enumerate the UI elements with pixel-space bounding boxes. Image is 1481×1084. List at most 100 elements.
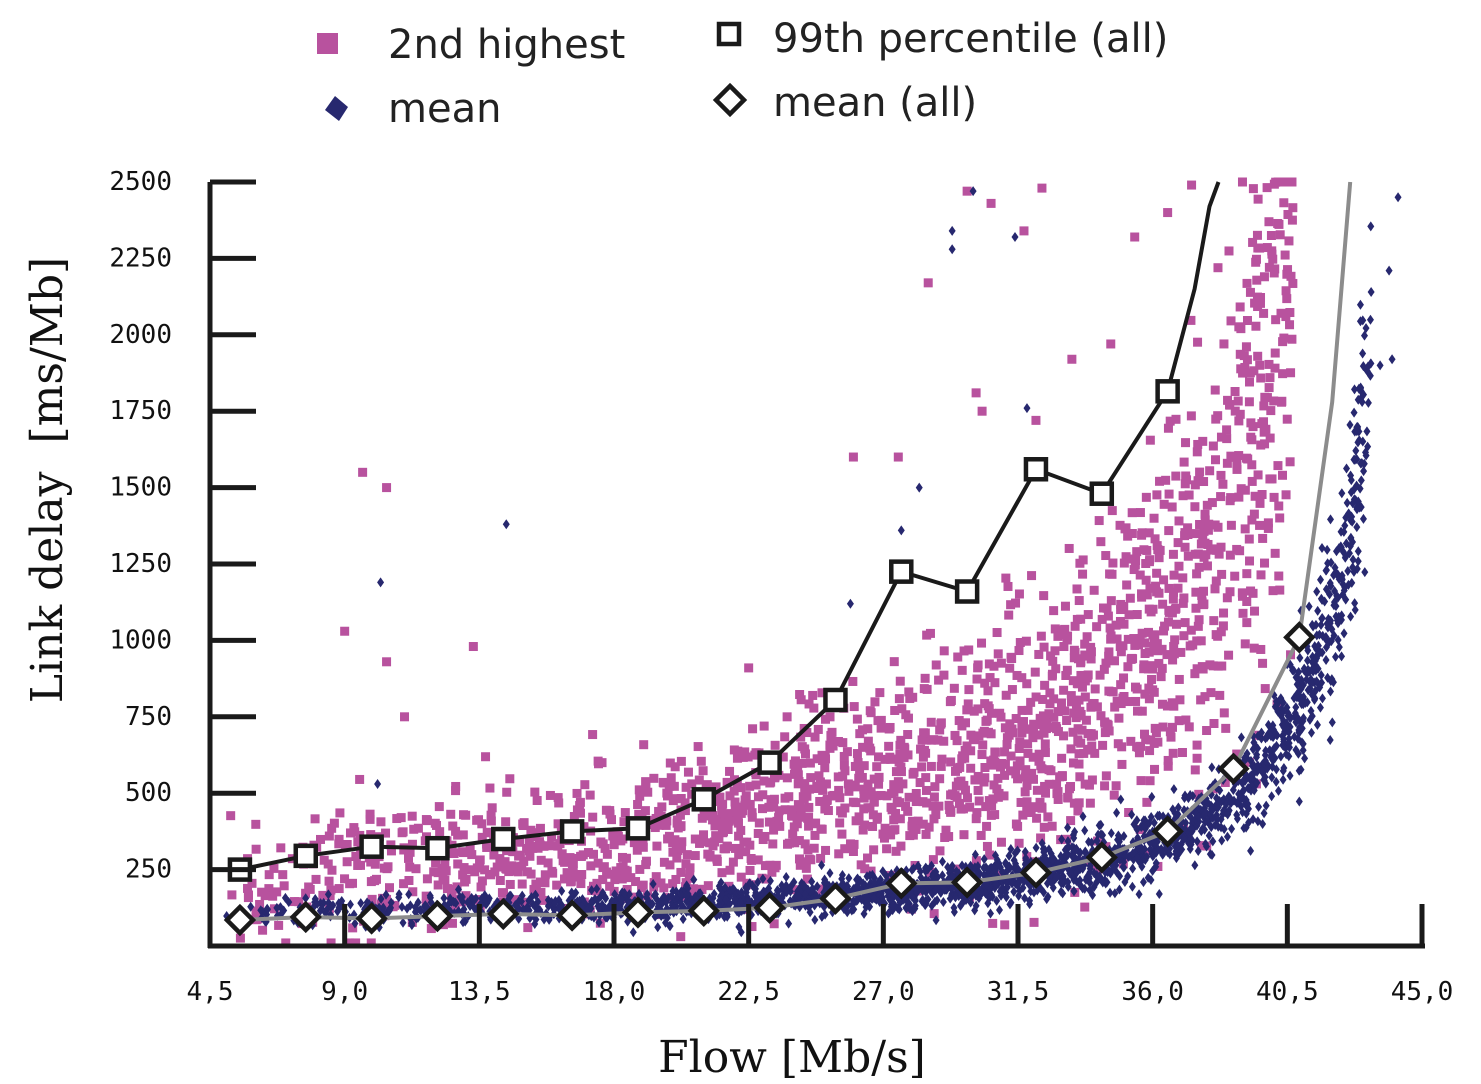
scatter-point-mean bbox=[1252, 752, 1260, 763]
scatter-point-mean bbox=[1326, 589, 1334, 600]
scatter-point-2nd-highest bbox=[985, 850, 995, 860]
scatter-point-2nd-highest bbox=[972, 808, 982, 818]
scatter-point-2nd-highest bbox=[1141, 735, 1151, 745]
scatter-point-2nd-highest bbox=[897, 704, 907, 714]
scatter-point-2nd-highest bbox=[1255, 298, 1265, 308]
scatter-point-mean bbox=[1353, 504, 1361, 515]
scatter-point-mean bbox=[913, 884, 921, 895]
scatter-point-2nd-highest bbox=[1086, 702, 1096, 712]
scatter-point-mean bbox=[969, 186, 977, 197]
scatter-point-2nd-highest bbox=[672, 853, 682, 863]
scatter-point-mean bbox=[1304, 645, 1312, 656]
scatter-point-mean bbox=[551, 898, 559, 909]
scatter-point-2nd-highest bbox=[959, 830, 969, 840]
scatter-point-2nd-highest bbox=[1184, 722, 1194, 732]
scatter-point-2nd-highest bbox=[1180, 542, 1190, 552]
scatter-point-2nd-highest bbox=[971, 814, 981, 824]
scatter-point-mean bbox=[515, 895, 523, 906]
scatter-point-2nd-highest bbox=[973, 704, 983, 714]
scatter-point-mean bbox=[1128, 809, 1136, 820]
scatter-point-2nd-highest bbox=[1279, 333, 1289, 343]
scatter-point-mean bbox=[1097, 819, 1105, 830]
scatter-point-mean bbox=[1260, 808, 1268, 819]
scatter-point-2nd-highest bbox=[1042, 717, 1052, 727]
scatter-point-2nd-highest bbox=[411, 864, 421, 874]
scatter-point-mean bbox=[932, 866, 940, 877]
scatter-point-2nd-highest bbox=[258, 925, 268, 935]
scatter-point-mean bbox=[980, 862, 988, 873]
scatter-point-mean bbox=[570, 889, 578, 900]
scatter-point-2nd-highest bbox=[1260, 684, 1270, 694]
scatter-point-2nd-highest bbox=[1151, 728, 1161, 738]
scatter-point-2nd-highest bbox=[993, 773, 1003, 783]
scatter-point-mean bbox=[736, 897, 744, 908]
scatter-point-2nd-highest bbox=[1137, 589, 1147, 599]
scatter-point-mean bbox=[1385, 265, 1393, 276]
scatter-point-2nd-highest bbox=[1032, 785, 1042, 795]
scatter-point-2nd-highest bbox=[966, 763, 976, 773]
scatter-point-2nd-highest bbox=[659, 883, 669, 893]
scatter-point-2nd-highest bbox=[251, 906, 261, 916]
scatter-point-2nd-highest bbox=[1210, 584, 1220, 594]
scatter-point-2nd-highest bbox=[1199, 599, 1209, 609]
scatter-point-2nd-highest bbox=[956, 804, 966, 814]
scatter-point-2nd-highest bbox=[426, 924, 436, 934]
scatter-point-2nd-highest bbox=[408, 887, 418, 897]
scatter-point-2nd-highest bbox=[1248, 237, 1258, 247]
scatter-point-2nd-highest bbox=[1040, 748, 1050, 758]
scatter-point-2nd-highest bbox=[705, 852, 715, 862]
legend-item-99th-percentile-all: 99th percentile (all) bbox=[716, 16, 1168, 62]
scatter-point-2nd-highest bbox=[1257, 419, 1267, 429]
scatter-point-2nd-highest bbox=[844, 786, 854, 796]
scatter-point-2nd-highest bbox=[603, 869, 613, 879]
scatter-point-2nd-highest bbox=[1220, 777, 1230, 787]
scatter-point-2nd-highest bbox=[939, 736, 949, 746]
scatter-point-mean bbox=[635, 888, 643, 899]
scatter-point-2nd-highest bbox=[639, 740, 649, 750]
scatter-point-2nd-highest bbox=[994, 788, 1004, 798]
scatter-point-2nd-highest bbox=[1199, 477, 1209, 487]
scatter-point-2nd-highest bbox=[517, 861, 527, 871]
scatter-point-2nd-highest bbox=[1224, 650, 1234, 660]
scatter-point-2nd-highest bbox=[475, 857, 485, 867]
scatter-point-2nd-highest bbox=[1037, 764, 1047, 774]
scatter-point-2nd-highest bbox=[1242, 596, 1252, 606]
scatter-point-2nd-highest bbox=[1145, 583, 1155, 593]
scatter-point-2nd-highest bbox=[449, 848, 459, 858]
scatter-point-2nd-highest bbox=[926, 717, 936, 727]
scatter-point-2nd-highest bbox=[269, 863, 279, 873]
scatter-point-2nd-highest bbox=[366, 938, 376, 948]
scatter-point-2nd-highest bbox=[1183, 551, 1193, 561]
scatter-point-mean bbox=[889, 900, 897, 911]
scatter-point-mean bbox=[1280, 722, 1288, 733]
scatter-point-2nd-highest bbox=[1264, 383, 1274, 393]
scatter-point-2nd-highest bbox=[990, 747, 1000, 757]
scatter-point-2nd-highest bbox=[1244, 397, 1254, 407]
scatter-point-2nd-highest bbox=[810, 819, 820, 829]
scatter-point-mean bbox=[908, 864, 916, 875]
scatter-point-2nd-highest bbox=[1269, 492, 1279, 502]
scatter-point-2nd-highest bbox=[848, 797, 858, 807]
scatter-point-2nd-highest bbox=[278, 870, 288, 880]
scatter-point-mean bbox=[677, 890, 685, 901]
scatter-point-2nd-highest bbox=[780, 805, 790, 815]
scatter-point-2nd-highest bbox=[1286, 368, 1296, 378]
scatter-point-2nd-highest bbox=[1106, 687, 1116, 697]
scatter-point-2nd-highest bbox=[1023, 739, 1033, 749]
scatter-point-mean bbox=[280, 905, 288, 916]
scatter-point-2nd-highest bbox=[318, 890, 328, 900]
scatter-point-mean bbox=[991, 850, 999, 861]
scatter-point-2nd-highest bbox=[255, 899, 265, 909]
scatter-point-mean bbox=[1094, 829, 1102, 840]
scatter-point-mean bbox=[1331, 586, 1339, 597]
scatter-point-mean bbox=[1043, 878, 1051, 889]
scatter-point-2nd-highest bbox=[1107, 569, 1117, 579]
scatter-point-mean bbox=[1250, 785, 1258, 796]
scatter-point-2nd-highest bbox=[1174, 561, 1184, 571]
scatter-point-mean bbox=[531, 900, 539, 911]
scatter-point-2nd-highest bbox=[1242, 618, 1252, 628]
scatter-point-2nd-highest bbox=[745, 781, 755, 791]
scatter-point-2nd-highest bbox=[404, 875, 414, 885]
scatter-point-2nd-highest bbox=[854, 812, 864, 822]
scatter-point-mean bbox=[1148, 791, 1156, 802]
